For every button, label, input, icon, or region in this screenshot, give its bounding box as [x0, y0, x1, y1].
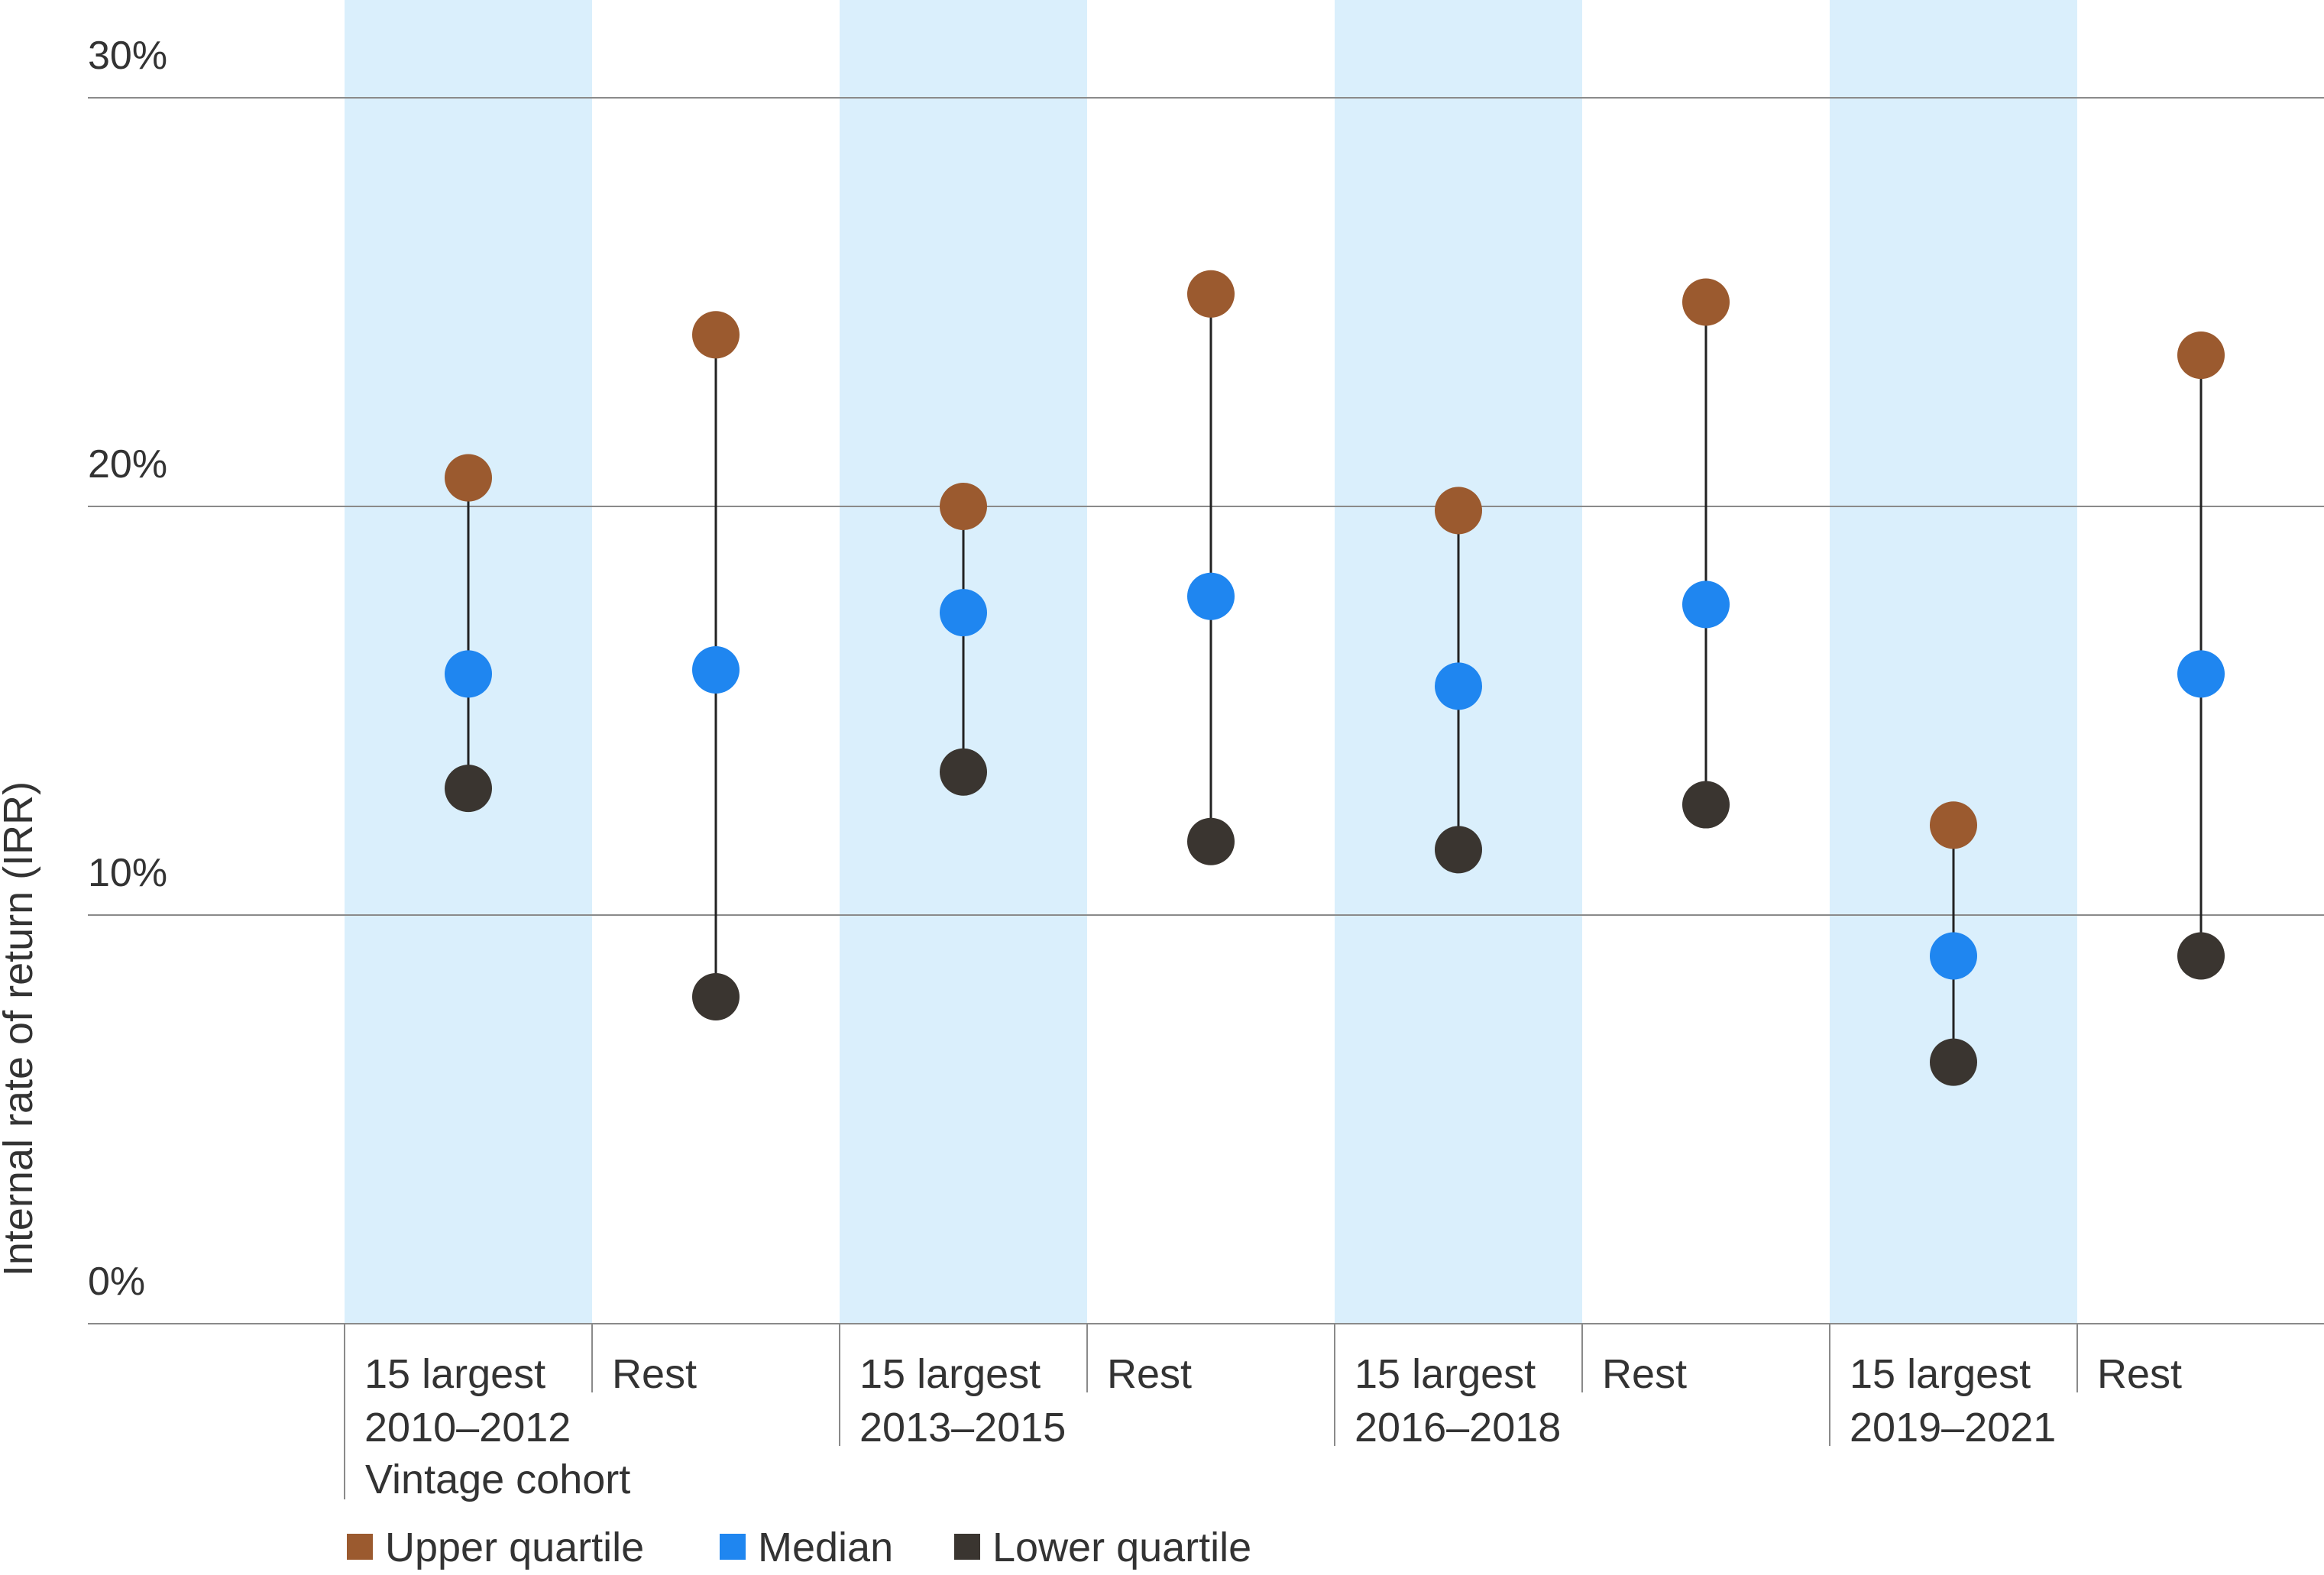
- y-axis-label: Internal rate of return (IRR): [0, 781, 41, 1276]
- x-axis-label: Vintage cohort: [365, 1457, 630, 1502]
- group-label: Rest: [1107, 1351, 1192, 1397]
- y-tick-label: 20%: [88, 442, 167, 487]
- median-legend-label: Median: [758, 1525, 893, 1570]
- upper-quartile-point: [1930, 801, 1977, 849]
- upper-quartile-point: [2177, 331, 2225, 380]
- upper-quartile-legend-label: Upper quartile: [385, 1525, 644, 1570]
- lower-quartile-point: [1682, 781, 1730, 829]
- median-legend-swatch: [720, 1534, 746, 1560]
- lower-quartile-point: [692, 973, 740, 1020]
- group-label: 15 largest: [1850, 1351, 2031, 1397]
- y-tick-label: 10%: [88, 851, 167, 895]
- median-point: [692, 646, 740, 694]
- group-label: Rest: [2097, 1351, 2182, 1397]
- median-point: [1187, 572, 1235, 620]
- median-point: [1435, 662, 1482, 710]
- lower-quartile-point: [1187, 817, 1235, 865]
- upper-quartile-point: [940, 483, 987, 530]
- group-label: Rest: [1602, 1351, 1687, 1397]
- x-category-labels: 15 largest Rest 2010–2012 15 largest Rest 201…: [344, 1324, 2182, 1499]
- group-label: 15 largest: [859, 1351, 1041, 1397]
- lower-quartile-point: [445, 765, 492, 813]
- cohort-label: 2013–2015: [859, 1405, 1066, 1450]
- median-point: [1682, 581, 1730, 629]
- y-tick-label: 0%: [88, 1260, 145, 1304]
- upper-quartile-point: [1682, 278, 1730, 326]
- group-label: 15 largest: [1355, 1351, 1536, 1397]
- group-label: 15 largest: [364, 1351, 545, 1397]
- median-point: [940, 589, 987, 637]
- upper-quartile-legend-swatch: [347, 1534, 373, 1560]
- legend: Upper quartile Median Lower quartile: [347, 1525, 1251, 1570]
- upper-quartile-point: [692, 311, 740, 359]
- data-points: [445, 270, 2225, 1086]
- median-point: [1930, 932, 1977, 980]
- median-point: [445, 650, 492, 698]
- upper-quartile-point: [1187, 270, 1235, 318]
- lower-quartile-legend-label: Lower quartile: [992, 1525, 1251, 1570]
- median-point: [2177, 650, 2225, 698]
- group-label: Rest: [612, 1351, 697, 1397]
- cohort-label: 2010–2012: [364, 1405, 571, 1450]
- lower-quartile-point: [1930, 1038, 1977, 1086]
- lower-quartile-legend-swatch: [954, 1534, 980, 1560]
- upper-quartile-point: [1435, 487, 1482, 535]
- cohort-label: 2016–2018: [1355, 1405, 1561, 1450]
- lower-quartile-point: [940, 748, 987, 796]
- lower-quartile-point: [1435, 826, 1482, 874]
- y-tick-label: 30%: [88, 34, 167, 78]
- upper-quartile-point: [445, 454, 492, 502]
- y-tick-labels: 0% 10% 20% 30%: [88, 34, 167, 1304]
- lower-quartile-point: [2177, 932, 2225, 980]
- gridlines: [88, 97, 2324, 1324]
- highlight-band: [1830, 0, 2077, 1324]
- cohort-label: 2019–2021: [1850, 1405, 2056, 1450]
